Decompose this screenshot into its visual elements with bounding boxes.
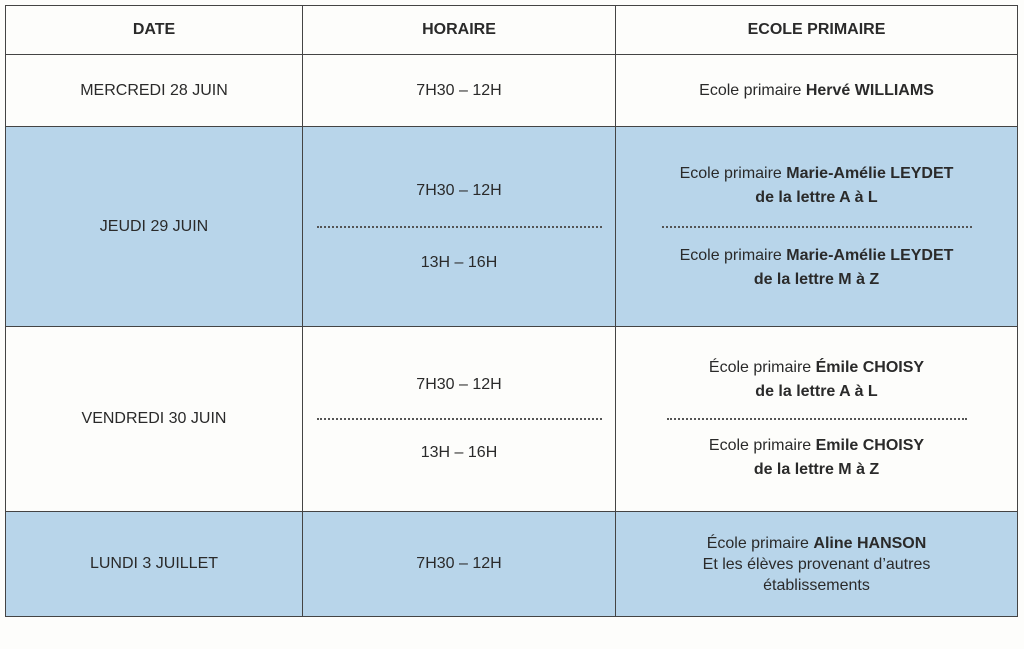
dotted-divider	[661, 225, 972, 228]
school-cell: Ecole primaire Marie-Amélie LEYDET de la …	[615, 126, 1018, 327]
header-row: DATE HORAIRE ECOLE PRIMAIRE	[5, 5, 1018, 55]
school-detail: de la lettre M à Z	[753, 461, 880, 478]
time-cell: 7H30 – 12H 13H – 16H	[302, 326, 616, 512]
school-prefix: École primaire	[706, 534, 814, 552]
school-name: Émile CHOISY	[815, 359, 925, 376]
table-row: VENDREDI 30 JUIN 7H30 – 12H 13H – 16H Éc…	[5, 326, 1018, 512]
time-cell: 7H30 – 12H	[302, 511, 616, 617]
time-slot: 13H – 16H	[420, 444, 498, 461]
date-cell: VENDREDI 30 JUIN	[5, 326, 303, 512]
dotted-divider	[316, 225, 602, 228]
schedule-table: DATE HORAIRE ECOLE PRIMAIRE MERCREDI 28 …	[5, 5, 1018, 617]
header-date: DATE	[5, 5, 303, 55]
time-cell: 7H30 – 12H 13H – 16H	[302, 126, 616, 327]
school-prefix: Ecole primaire	[679, 246, 787, 264]
school-name: Emile CHOISY	[815, 437, 925, 454]
school-prefix: Ecole primaire	[679, 164, 787, 182]
school-name: Marie-Amélie LEYDET	[786, 246, 954, 264]
school-name: Hervé WILLIAMS	[805, 81, 934, 99]
header-horaire: HORAIRE	[302, 5, 616, 55]
time-slot: 7H30 – 12H	[416, 181, 502, 199]
school-detail: de la lettre M à Z	[753, 270, 880, 288]
date-cell: JEUDI 29 JUIN	[5, 126, 303, 327]
table-row: MERCREDI 28 JUIN 7H30 – 12H Ecole primai…	[5, 54, 1018, 127]
school-prefix: Ecole primaire	[699, 81, 806, 99]
time-slot: 7H30 – 12H	[416, 376, 502, 393]
school-cell: École primaire Émile CHOISY de la lettre …	[615, 326, 1018, 512]
table-row: JEUDI 29 JUIN 7H30 – 12H 13H – 16H Ecole…	[5, 126, 1018, 327]
school-detail: de la lettre A à L	[755, 188, 878, 206]
time-cell: 7H30 – 12H	[302, 54, 616, 127]
school-cell: École primaire Aline HANSON Et les élèves…	[615, 511, 1018, 617]
date-cell: LUNDI 3 JUILLET	[5, 511, 303, 617]
date-cell: MERCREDI 28 JUIN	[5, 54, 303, 127]
time-slot: 13H – 16H	[420, 253, 498, 271]
school-prefix: École primaire	[708, 359, 816, 376]
school-prefix: Ecole primaire	[708, 437, 816, 454]
dotted-divider	[666, 418, 967, 420]
school-detail: Et les élèves provenant d’autres établis…	[702, 555, 931, 594]
school-name: Marie-Amélie LEYDET	[786, 164, 954, 182]
school-cell: Ecole primaire Hervé WILLIAMS	[615, 54, 1018, 127]
header-ecole: ECOLE PRIMAIRE	[615, 5, 1018, 55]
school-name: Aline HANSON	[813, 534, 927, 552]
dotted-divider	[316, 418, 602, 420]
table-row: LUNDI 3 JUILLET 7H30 – 12H École primair…	[5, 511, 1018, 617]
school-detail: de la lettre A à L	[755, 383, 878, 400]
